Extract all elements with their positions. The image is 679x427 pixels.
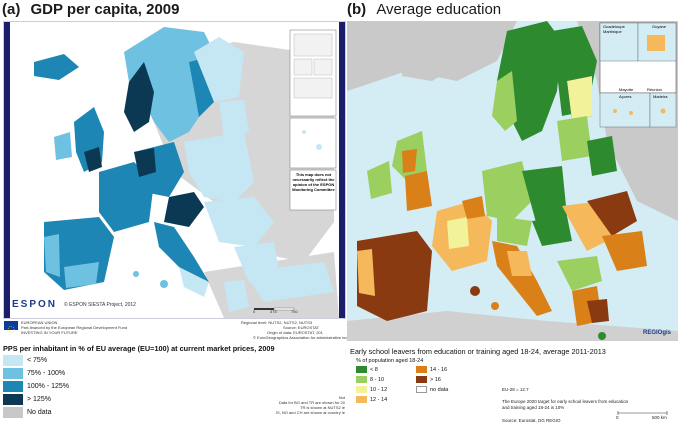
legend-swatch-12-14: [356, 396, 367, 403]
legend-swatch-14-16: [416, 366, 427, 373]
legend-swatch-lt75: [3, 355, 23, 366]
left-scale-750: 750: [291, 309, 298, 314]
right-panel-label: (b): [347, 1, 367, 18]
eu-subtext2: INVESTING IN YOUR FUTURE: [21, 330, 78, 335]
regional-level: Regional level: NUTS2, NUTS2, NUTS3: [241, 320, 313, 325]
left-scale-0: 0: [253, 309, 256, 314]
left-notes: Not Data for BG and TR are shown for 20 …: [260, 395, 345, 415]
left-legend-title: PPS per inhabitant in % of EU average (E…: [3, 344, 275, 353]
legend-label-12-14: 12 - 14: [370, 397, 388, 403]
disclaimer-text: This map does not necessarily reflect th…: [292, 172, 335, 192]
left-boundaries: © EuroGeographics Association for admini…: [253, 335, 357, 340]
gdp-map: This map does not necessarily reflect th…: [3, 21, 346, 319]
legend-label-8-10: 8 - 10: [370, 377, 385, 383]
left-origin: Origin of data: EUROSTAT, 201: [267, 330, 323, 335]
eu-stars-icon: [7, 326, 15, 333]
legend-label-lt75: < 75%: [27, 357, 48, 364]
inset-reunion: Réunion: [647, 87, 662, 92]
left-scale-bar: [254, 307, 295, 311]
education-map: Guadeloupe Martinique Guyane Mayotte Réu…: [347, 21, 678, 341]
left-note-1: Not: [338, 395, 345, 400]
left-info-strip: EUROPEAN UNION Part-financed by the Euro…: [3, 319, 357, 341]
right-legend-subtitle: % of population aged 18-24: [356, 358, 424, 364]
legend-swatch-8-10: [356, 376, 367, 383]
legend-swatch-nodata-right: [416, 386, 427, 393]
legend-label-lt8: < 8: [370, 367, 378, 373]
right-legend-title: Early school leavers from education or t…: [350, 347, 606, 356]
right-source: Source: Eurostat, DG REGIO: [502, 418, 561, 423]
eu-flag-icon: [4, 321, 18, 333]
legend-swatch-nodata: [3, 407, 23, 418]
legend-swatch-lt8: [356, 366, 367, 373]
left-scale-375: 375: [270, 309, 277, 314]
legend-swatch-100-125: [3, 381, 23, 392]
inset-guadeloupe: Guadeloupe: [603, 24, 625, 29]
left-note-2: Data for BG and TR are shown for 20: [278, 400, 345, 405]
legend-label-gt16: > 16: [430, 377, 441, 383]
left-legend: < 75% 75% - 100% 100% - 125% > 125% No d…: [3, 355, 203, 425]
eu-subtext: Part-financed by the European Regional D…: [21, 325, 128, 330]
legend-label-14-16: 14 - 16: [430, 367, 448, 373]
target-text-1: The Europe 2020 target for early school …: [502, 399, 629, 404]
right-legend: < 8 8 - 10 10 - 12 12 - 14 14 - 16 > 16 …: [356, 366, 486, 410]
left-source: Source: EUROSTAT: [283, 325, 320, 330]
inset-mayotte: Mayotte: [619, 87, 634, 92]
inset-acores: Açores: [619, 94, 632, 99]
left-map-title: GDP per capita, 2009: [30, 1, 180, 18]
right-scale-bar: [617, 411, 668, 415]
legend-label-gt125: > 125%: [27, 396, 51, 403]
eu-average: EU-28 = 12.7: [502, 387, 529, 392]
legend-swatch-75-100: [3, 368, 23, 379]
legend-swatch-gt125: [3, 394, 23, 405]
legend-swatch-10-12: [356, 386, 367, 393]
inset-martinique: Martinique: [603, 29, 622, 34]
inset-madeira: Madeira: [653, 94, 668, 99]
left-panel-label: (a): [2, 1, 21, 18]
gdp-map-graphic: [4, 22, 345, 318]
inset-guyane: Guyane: [652, 24, 667, 29]
target-text-2: and training aged 18-24 is 10%: [502, 405, 565, 410]
education-map-graphic: [347, 21, 678, 341]
legend-label-100-125: 100% - 125%: [27, 383, 70, 390]
legend-label-10-12: 10 - 12: [370, 387, 388, 393]
legend-label-nodata-right: no data: [430, 387, 449, 393]
right-scale-500: 500 km: [652, 415, 667, 420]
legend-swatch-gt16: [416, 376, 427, 383]
left-panel-title: (a) GDP per capita, 2009: [2, 1, 179, 18]
legend-label-75-100: 75% - 100%: [27, 370, 66, 377]
right-panel-title: (b) Average education: [347, 1, 501, 18]
espon-logo: ESPON: [12, 299, 58, 310]
espon-copyright: © ESPON SIESTA Project, 2012: [64, 302, 136, 308]
regio-logo: REGIOgis: [643, 330, 672, 336]
left-note-4: IS, NO and CH are shown at country le: [275, 410, 345, 415]
eu-text: EUROPEAN UNION: [21, 320, 58, 325]
left-note-3: TR is shown at NUTS2 le: [300, 405, 345, 410]
right-scale-0: 0: [616, 415, 619, 420]
legend-label-nodata: No data: [27, 409, 52, 416]
right-map-title: Average education: [376, 1, 502, 18]
